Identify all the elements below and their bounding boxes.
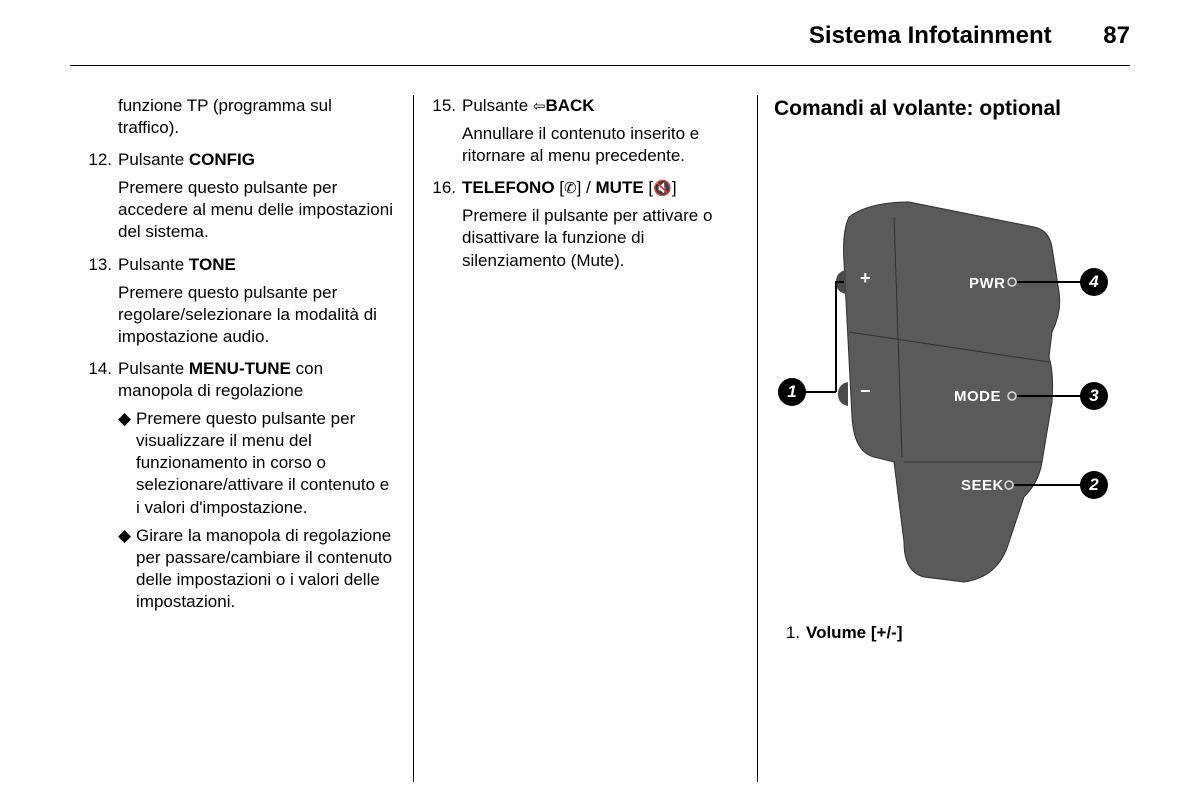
phone-icon: ✆ bbox=[564, 180, 577, 197]
label-pre: Pulsante bbox=[462, 96, 533, 115]
header-rule bbox=[70, 65, 1130, 66]
section-title: Comandi al volante: optional bbox=[774, 95, 1114, 122]
item-body: TELEFONO [✆] / MUTE [🔇] Premere il pulsa… bbox=[462, 177, 741, 271]
mute-icon: 🔇 bbox=[653, 180, 672, 197]
bracket: [ bbox=[555, 178, 564, 197]
column-3: Comandi al volante: optional bbox=[758, 95, 1130, 782]
label-bold: BACK bbox=[545, 96, 594, 115]
leader-line bbox=[836, 282, 844, 392]
list-item-12: 12. Pulsante CONFIG Premere questo pulsa… bbox=[86, 149, 397, 243]
sub-bullet: ◆ Girare la manopola di regolazione per … bbox=[118, 525, 397, 613]
label-pre: Pulsante bbox=[118, 150, 189, 169]
slash: / bbox=[586, 178, 595, 197]
vol-minus-ridge bbox=[838, 382, 848, 406]
column-2: 15. Pulsante ⇦BACK Annullare il contenut… bbox=[414, 95, 758, 782]
diagram-svg bbox=[774, 162, 1114, 602]
bullet-icon: ◆ bbox=[118, 525, 136, 613]
item-number: 14. bbox=[86, 358, 118, 613]
label-bold: Volume [+/-] bbox=[806, 623, 903, 642]
item-desc: Premere questo pulsante per accedere al … bbox=[118, 177, 397, 243]
label-mute: MUTE bbox=[596, 178, 644, 197]
column-1: funzione TP (programma sul traffico). 12… bbox=[70, 95, 414, 782]
steering-controls-diagram: PWR MODE SEEK + − 1 2 3 4 bbox=[774, 162, 1114, 602]
bracket: ] bbox=[577, 178, 586, 197]
list-item-15: 15. Pulsante ⇦BACK Annullare il contenut… bbox=[430, 95, 741, 167]
list-item-13: 13. Pulsante TONE Premere questo pulsant… bbox=[86, 254, 397, 348]
item-number: 13. bbox=[86, 254, 118, 348]
label-telefono: TELEFONO bbox=[462, 178, 555, 197]
back-arrow-icon: ⇦ bbox=[533, 98, 546, 115]
item-number: 15. bbox=[430, 95, 462, 167]
label-bold: CONFIG bbox=[189, 150, 255, 169]
seek-label: SEEK bbox=[961, 476, 1004, 496]
item-body: Pulsante TONE Premere questo pulsante pe… bbox=[118, 254, 397, 348]
item11-continuation: funzione TP (programma sul traffico). bbox=[118, 95, 397, 139]
bullet-text: Premere questo pulsante per visualizzare… bbox=[136, 408, 397, 518]
item-desc: Annullare il contenuto inserito e ritorn… bbox=[462, 123, 741, 167]
vol-plus-icon: + bbox=[860, 267, 871, 290]
item-number: 12. bbox=[86, 149, 118, 243]
bullet-icon: ◆ bbox=[118, 408, 136, 518]
header-title: Sistema Infotainment bbox=[809, 22, 1052, 49]
bracket: [ bbox=[644, 178, 653, 197]
content-columns: funzione TP (programma sul traffico). 12… bbox=[70, 95, 1130, 782]
bullet-text: Girare la manopola di regolazione per pa… bbox=[136, 525, 397, 613]
sub-bullet: ◆ Premere questo pulsante per visualizza… bbox=[118, 408, 397, 518]
item-body: Pulsante CONFIG Premere questo pulsante … bbox=[118, 149, 397, 243]
item-body: Volume [+/-] bbox=[806, 622, 1114, 644]
item-desc: Premere questo pulsante per regolare/sel… bbox=[118, 282, 397, 348]
item-body: Pulsante MENU-TUNE con manopola di regol… bbox=[118, 358, 397, 613]
figure-legend: 1. Volume [+/-] bbox=[774, 622, 1114, 644]
page-number: 87 bbox=[1103, 22, 1130, 50]
label-pre: Pulsante bbox=[118, 255, 189, 274]
vol-minus-icon: − bbox=[860, 380, 871, 403]
item-desc: Premere il pulsante per attivare o disat… bbox=[462, 205, 741, 271]
item-number: 1. bbox=[774, 622, 806, 644]
list-item-14: 14. Pulsante MENU-TUNE con manopola di r… bbox=[86, 358, 397, 613]
page-header: Sistema Infotainment 87 bbox=[809, 22, 1130, 50]
item-body: Pulsante ⇦BACK Annullare il contenuto in… bbox=[462, 95, 741, 167]
label-bold: MENU-TUNE bbox=[189, 359, 291, 378]
legend-item-1: 1. Volume [+/-] bbox=[774, 622, 1114, 644]
item-number: 16. bbox=[430, 177, 462, 271]
control-pad-shape bbox=[844, 202, 1060, 582]
bracket: ] bbox=[672, 178, 677, 197]
label-bold: TONE bbox=[189, 255, 236, 274]
mode-label: MODE bbox=[954, 387, 1001, 407]
list-item-16: 16. TELEFONO [✆] / MUTE [🔇] Premere il p… bbox=[430, 177, 741, 271]
label-pre: Pulsante bbox=[118, 359, 189, 378]
pwr-label: PWR bbox=[969, 274, 1006, 294]
